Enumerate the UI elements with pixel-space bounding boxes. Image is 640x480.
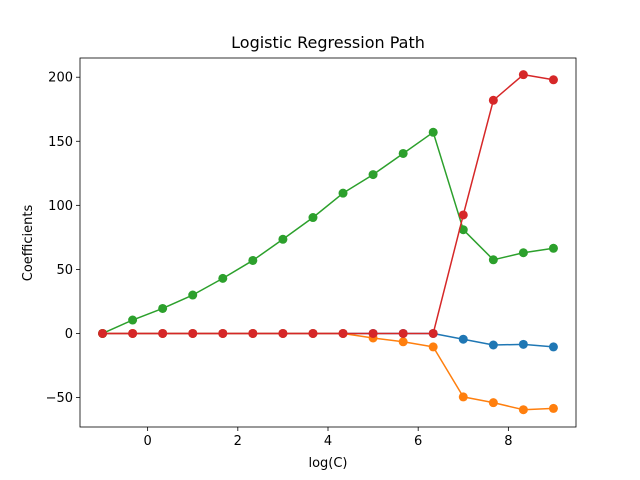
series-3-point <box>158 303 168 313</box>
series-4-point <box>308 328 318 338</box>
series-3-point <box>128 315 138 325</box>
series-4-point <box>248 328 258 338</box>
plot-area: 0 2 4 6 8 −50 0 50 100 150 200 <box>46 57 577 449</box>
series-2-point <box>488 398 498 408</box>
series-4-point <box>278 328 288 338</box>
series-3-point <box>548 243 558 253</box>
series-4-point <box>128 328 138 338</box>
series-3-point <box>278 234 288 244</box>
series-4-point <box>158 328 168 338</box>
series-2-point <box>518 405 528 415</box>
y-axis-label: Coefficients <box>21 205 36 282</box>
series-2-point <box>458 392 468 402</box>
series-4-point <box>338 328 348 338</box>
series-3-point <box>188 290 198 300</box>
y-tick-label: 200 <box>48 71 73 86</box>
series-1-point <box>548 342 558 352</box>
series-4-point <box>428 328 438 338</box>
series-3-point <box>248 255 258 265</box>
chart-title: Logistic Regression Path <box>231 33 425 52</box>
x-axis-label: log(C) <box>308 456 347 471</box>
series-3-point <box>368 170 378 180</box>
series-1-point <box>488 340 498 350</box>
series-3-line <box>102 131 554 335</box>
series-2-point <box>428 342 438 352</box>
series-3-point <box>218 273 228 283</box>
series-4-point <box>368 328 378 338</box>
x-tick-label: 8 <box>504 434 512 449</box>
series-4-point <box>488 95 498 105</box>
x-tick-label: 0 <box>143 434 151 449</box>
series-4-line <box>102 73 554 335</box>
series-4-point <box>518 70 528 80</box>
series-4-point <box>458 210 468 220</box>
series-4-point <box>188 328 198 338</box>
series-2-point <box>398 337 408 347</box>
y-tick-label: 50 <box>56 263 73 278</box>
series-1-point <box>518 339 528 349</box>
series-1-point <box>458 334 468 344</box>
series-3-point <box>398 148 408 158</box>
series-3-point <box>488 255 498 265</box>
series-3-point <box>308 213 318 223</box>
series-4-point <box>548 75 558 85</box>
series-3-point <box>428 127 438 137</box>
y-tick-label: 0 <box>65 327 73 342</box>
series-3-point <box>458 225 468 235</box>
series-4-point <box>398 328 408 338</box>
series-4-point <box>98 328 108 338</box>
x-tick-label: 2 <box>234 434 242 449</box>
y-tick-label: 100 <box>48 199 73 214</box>
series-3-point <box>338 188 348 198</box>
x-tick-label: 6 <box>414 434 422 449</box>
series-2-point <box>548 403 558 413</box>
y-tick-label: −50 <box>46 391 73 406</box>
x-tick-label: 4 <box>324 434 332 449</box>
series-3-point <box>518 248 528 258</box>
y-tick-label: 150 <box>48 135 73 150</box>
series-4-point <box>218 328 228 338</box>
